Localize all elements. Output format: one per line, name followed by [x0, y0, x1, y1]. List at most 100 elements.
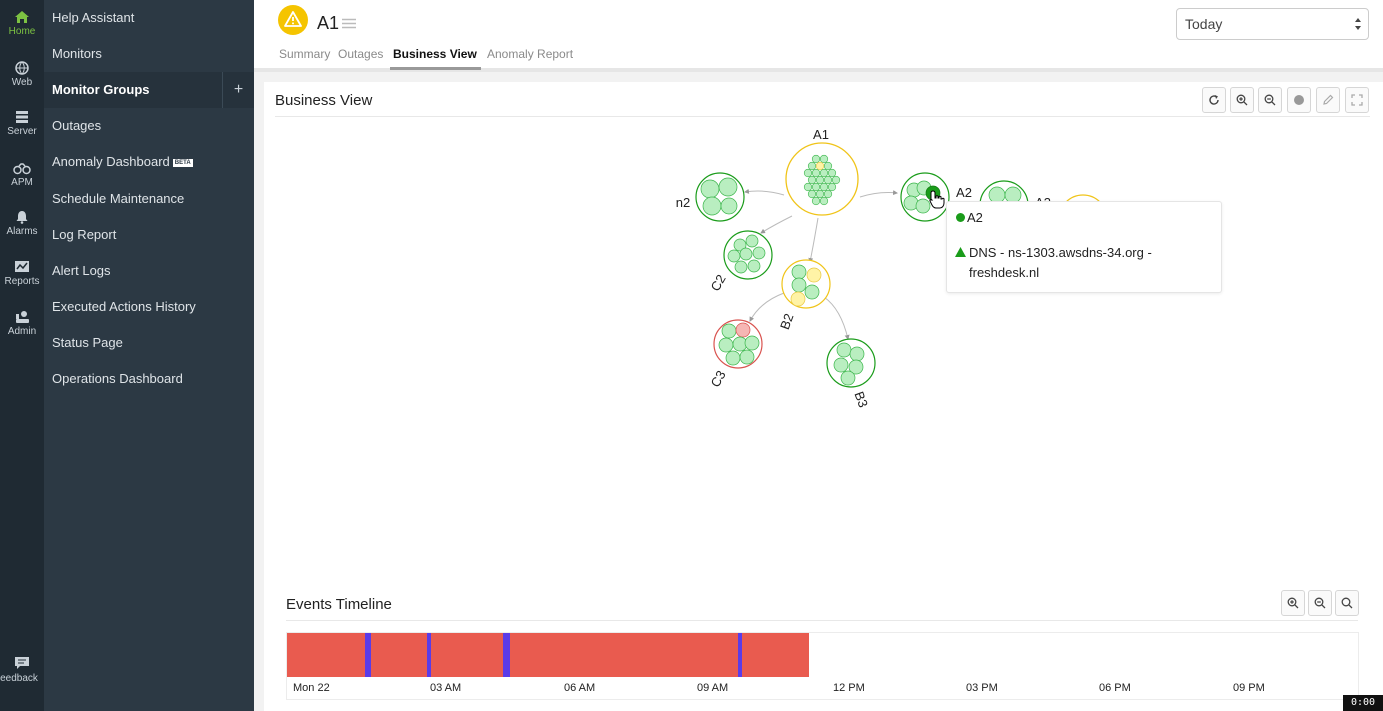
node-b3-label: B3 [851, 389, 871, 409]
timeline-maintenance-marker[interactable] [365, 633, 371, 677]
tab-business-view[interactable]: Business View [393, 47, 477, 61]
menu-item-executed-actions-history[interactable]: Executed Actions History [44, 289, 254, 325]
admin-icon [16, 311, 29, 323]
rail-apm[interactable]: APM [0, 163, 44, 188]
node-a1-monitors [803, 154, 841, 206]
zoom-out-icon [1314, 597, 1326, 609]
globe-icon [15, 61, 29, 75]
timeline-maintenance-marker[interactable] [738, 633, 742, 677]
status-badge [278, 5, 308, 35]
clock-readout: 0:00 [1343, 695, 1383, 711]
zoom-out-button[interactable] [1258, 87, 1282, 113]
menu-item-help-assistant[interactable]: Help Assistant [44, 0, 254, 36]
node-b3[interactable] [826, 338, 876, 388]
tab-summary[interactable]: Summary [279, 47, 331, 61]
pencil-icon [1323, 94, 1334, 105]
bell-icon [16, 211, 28, 224]
timeline-tick: 03 PM [966, 682, 998, 694]
timeline-tick: 03 AM [430, 682, 462, 694]
rail-admin-label: Admin [7, 326, 37, 337]
edge-a1-b2 [808, 217, 819, 263]
menu-item-label: Schedule Maintenance [52, 191, 185, 206]
menu-item-outages[interactable]: Outages [44, 108, 254, 144]
node-c2[interactable] [723, 230, 773, 280]
edge-b2-b3 [823, 296, 850, 340]
menu-item-log-report[interactable]: Log Report [44, 217, 254, 253]
search-icon [1341, 597, 1353, 609]
timeline-reset-zoom-button[interactable] [1335, 590, 1359, 616]
menu-item-monitor-groups[interactable]: Monitor Groups + [44, 72, 254, 108]
menu-item-label: Status Page [52, 335, 123, 350]
menu-item-label: Operations Dashboard [52, 371, 183, 386]
menu-item-label: Monitors [52, 46, 102, 61]
zoom-in-button[interactable] [1230, 87, 1254, 113]
edge-b2-c3 [749, 292, 785, 322]
home-icon [15, 11, 29, 23]
warning-icon [284, 11, 302, 27]
divider [286, 620, 1358, 621]
menu-item-schedule-maintenance[interactable]: Schedule Maintenance [44, 181, 254, 217]
business-view-panel: Business View [264, 82, 1383, 711]
hamburger-icon[interactable] [342, 18, 356, 29]
node-n2[interactable] [695, 172, 745, 222]
status-dot [956, 213, 965, 222]
timeline-tick: 09 PM [1233, 682, 1265, 694]
node-c3[interactable] [713, 319, 763, 369]
tab-outages[interactable]: Outages [338, 47, 384, 61]
node-b2[interactable] [781, 259, 831, 309]
menu-item-label: Anomaly Dashboard [52, 154, 170, 169]
period-value: Today [1185, 16, 1223, 32]
page-title: A1 [317, 13, 340, 33]
circle-icon [1294, 95, 1304, 105]
menu-item-anomaly-dashboard[interactable]: Anomaly Dashboard BETA [44, 144, 254, 180]
edge-a1-n2 [744, 188, 785, 196]
rail-home[interactable]: Home [0, 10, 44, 37]
menu-item-label: Alert Logs [52, 263, 111, 278]
fullscreen-button[interactable] [1345, 87, 1369, 113]
menu-item-label: Executed Actions History [52, 299, 196, 314]
hand-cursor-icon [929, 190, 945, 209]
menu-item-operations-dashboard[interactable]: Operations Dashboard [44, 361, 254, 397]
rail-feedback[interactable]: Feedback [0, 656, 44, 684]
edge-a1-c2 [760, 215, 793, 234]
fullscreen-icon [1351, 94, 1363, 106]
active-tab-indicator [390, 67, 481, 70]
menu-item-label: Monitor Groups [52, 82, 150, 97]
period-select[interactable]: Today [1176, 8, 1369, 40]
rail-server[interactable]: Server [0, 110, 44, 137]
events-timeline-title: Events Timeline [286, 596, 392, 613]
events-timeline: Mon 22 03 AM 06 AM 09 AM 12 PM 03 PM 06 … [286, 632, 1359, 700]
menu-item-label: Outages [52, 118, 102, 133]
rail-admin[interactable]: Admin [0, 310, 44, 337]
zoom-out-icon [1264, 94, 1276, 106]
node-a2[interactable] [900, 172, 950, 222]
rail-reports[interactable]: Reports [0, 260, 44, 287]
node-a1[interactable] [785, 142, 859, 216]
menu-item-alert-logs[interactable]: Alert Logs [44, 253, 254, 289]
beta-badge: BETA [172, 159, 193, 167]
tab-anomaly-report[interactable]: Anomaly Report [487, 47, 574, 61]
timeline-maintenance-marker[interactable] [427, 633, 431, 677]
menu-item-monitors[interactable]: Monitors [44, 36, 254, 72]
timeline-down-bar[interactable] [287, 633, 809, 677]
rail-web[interactable]: Web [0, 61, 44, 88]
refresh-button[interactable] [1202, 87, 1226, 113]
status-filter-button[interactable] [1287, 87, 1311, 113]
menu-item-status-page[interactable]: Status Page [44, 325, 254, 361]
divider [275, 116, 1370, 117]
menu-item-label: Log Report [52, 227, 117, 242]
timeline-zoom-out-button[interactable] [1308, 590, 1332, 616]
up-arrow-icon [955, 247, 966, 257]
timeline-zoom-in-button[interactable] [1281, 590, 1305, 616]
select-arrows-icon [1355, 18, 1361, 30]
server-icon [16, 111, 28, 123]
timeline-tick: 09 AM [697, 682, 729, 694]
node-c3-label: C3 [707, 368, 728, 390]
add-monitor-group-button[interactable]: + [222, 72, 254, 108]
zoom-in-icon [1236, 94, 1248, 106]
rail-alarms[interactable]: Alarms [0, 210, 44, 237]
timeline-maintenance-marker[interactable] [503, 633, 510, 677]
rail-web-label: Web [11, 77, 33, 88]
page-header: A1 Summary Outages Business View Anomaly… [254, 0, 1383, 72]
edit-button[interactable] [1316, 87, 1340, 113]
